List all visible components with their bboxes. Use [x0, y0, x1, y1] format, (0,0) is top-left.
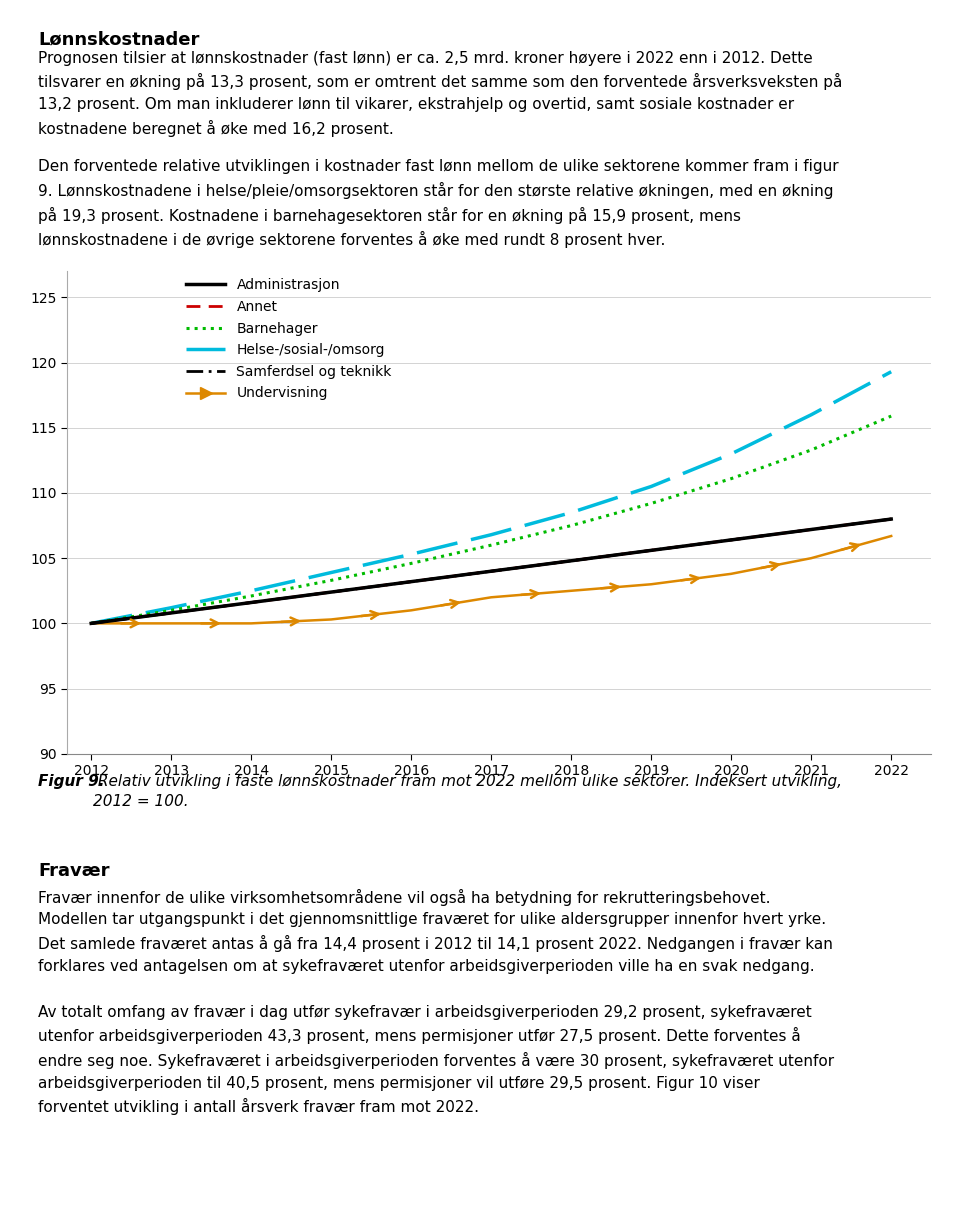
Text: Lønnskostnader: Lønnskostnader — [38, 30, 200, 48]
Text: Fravær innenfor de ulike virksomhetsområdene vil også ha betydning for rekrutter: Fravær innenfor de ulike virksomhetsområ… — [38, 889, 833, 973]
Text: Av totalt omfang av fravær i dag utfør sykefravær i arbeidsgiverperioden 29,2 pr: Av totalt omfang av fravær i dag utfør s… — [38, 1005, 834, 1116]
Text: Den forventede relative utviklingen i kostnader fast lønn mellom de ulike sektor: Den forventede relative utviklingen i ko… — [38, 159, 839, 248]
Text: Relativ utvikling i faste lønnskostnader fram mot 2022 mellom ulike sektorer. In: Relativ utvikling i faste lønnskostnader… — [93, 774, 842, 809]
Text: Prognosen tilsier at lønnskostnader (fast lønn) er ca. 2,5 mrd. kroner høyere i : Prognosen tilsier at lønnskostnader (fas… — [38, 51, 843, 136]
Text: Fravær: Fravær — [38, 862, 109, 880]
Text: Figur 9.: Figur 9. — [38, 774, 105, 789]
Legend: Administrasjon, Annet, Barnehager, Helse-/sosial-/omsorg, Samferdsel og teknikk,: Administrasjon, Annet, Barnehager, Helse… — [186, 279, 392, 400]
